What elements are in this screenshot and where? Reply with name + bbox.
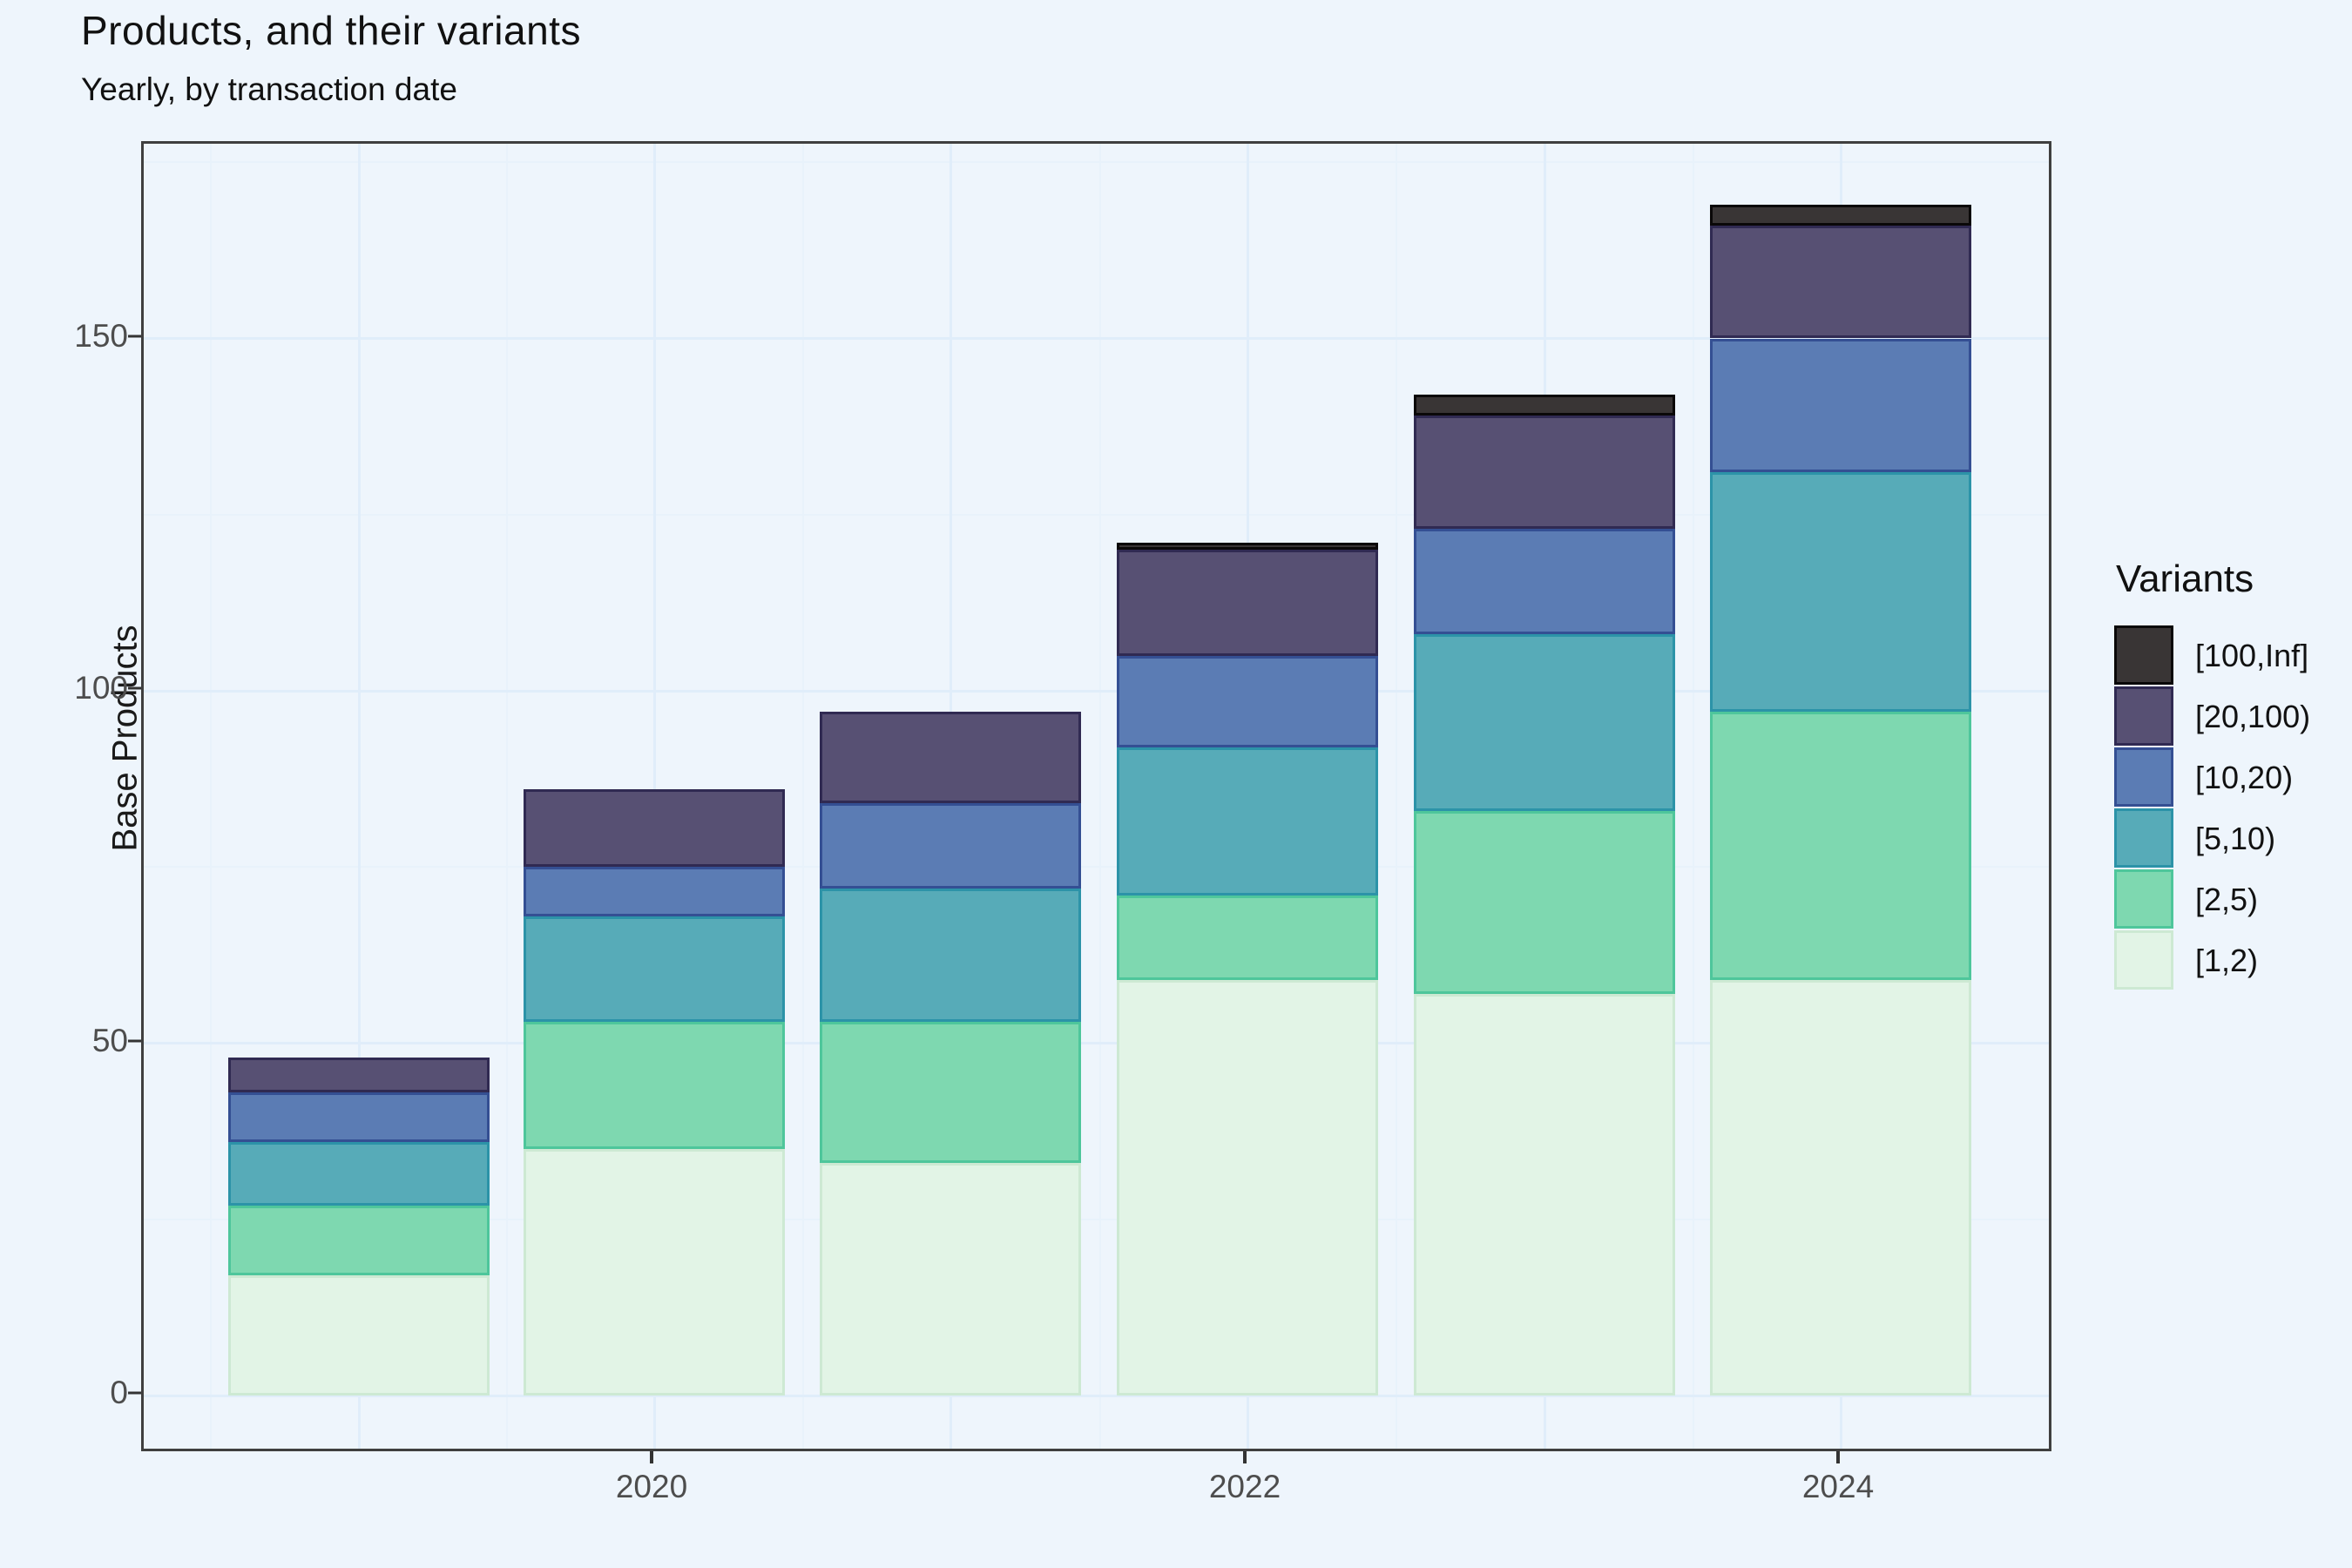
gridline-minor-x xyxy=(1099,144,1101,1449)
bar-segment-2023-[20,100) xyxy=(1414,416,1675,529)
gridline-minor-y25 xyxy=(144,1218,2049,1220)
legend-label: [10,20) xyxy=(2195,760,2294,795)
bar-segment-2022-[10,20) xyxy=(1117,655,1378,747)
bar-segment-2023-[10,20) xyxy=(1414,528,1675,635)
legend-title: Variants xyxy=(2116,558,2254,600)
x-tick-label-2024: 2024 xyxy=(1801,1469,1875,1504)
plot-panel xyxy=(141,141,2051,1451)
gridline-minor-y125 xyxy=(144,513,2049,516)
bar-segment-2022-[100,Inf] xyxy=(1117,543,1378,551)
gridline-minor-y75 xyxy=(144,866,2049,868)
chart-title: Products, and their variants xyxy=(81,8,581,53)
legend-row-[2,5): [2,5) xyxy=(2114,869,2258,930)
x-tick-label-2020: 2020 xyxy=(615,1469,688,1504)
gridline-minor-x xyxy=(210,144,212,1449)
bar-segment-2022-[20,100) xyxy=(1117,550,1378,656)
bar-segment-2024-[5,10) xyxy=(1710,472,1971,713)
bar-segment-2024-[2,5) xyxy=(1710,712,1971,980)
legend-key-[5,10) xyxy=(2114,808,2173,868)
bar-segment-2023-[1,2) xyxy=(1414,993,1675,1396)
legend-row-[20,100): [20,100) xyxy=(2114,686,2310,747)
bar-segment-2019-[2,5) xyxy=(228,1205,490,1276)
y-tick-mark-150 xyxy=(128,335,141,337)
bar-segment-2021-[2,5) xyxy=(820,1022,1081,1164)
bar-segment-2020-[10,20) xyxy=(524,867,785,916)
bar-segment-2020-[2,5) xyxy=(524,1022,785,1149)
gridline-major-y0 xyxy=(144,1394,2049,1397)
legend-label: [5,10) xyxy=(2195,821,2276,856)
legend-label: [2,5) xyxy=(2195,882,2259,917)
gridline-minor-x xyxy=(1396,144,1397,1449)
legend-row-[5,10): [5,10) xyxy=(2114,808,2275,869)
bar-segment-2020-[20,100) xyxy=(524,789,785,868)
legend-key-[2,5) xyxy=(2114,869,2173,929)
y-axis-title: Base Products xyxy=(105,625,145,852)
gridline-major-y100 xyxy=(144,689,2049,693)
bar-segment-2023-[2,5) xyxy=(1414,810,1675,994)
legend-row-[1,2): [1,2) xyxy=(2114,930,2258,991)
bar-segment-2021-[5,10) xyxy=(820,888,1081,1023)
y-tick-label-50: 50 xyxy=(91,1022,128,1058)
x-tick-mark-2022 xyxy=(1243,1451,1247,1463)
x-tick-label-2022: 2022 xyxy=(1208,1469,1281,1504)
bar-segment-2022-[5,10) xyxy=(1117,747,1378,896)
bar-segment-2021-[10,20) xyxy=(820,803,1081,889)
chart-subtitle: Yearly, by transaction date xyxy=(81,71,457,107)
bar-segment-2019-[20,100) xyxy=(228,1057,490,1093)
y-tick-mark-50 xyxy=(128,1039,141,1042)
bar-segment-2019-[1,2) xyxy=(228,1275,490,1396)
bar-segment-2021-[1,2) xyxy=(820,1163,1081,1396)
x-tick-mark-2020 xyxy=(650,1451,653,1463)
bar-segment-2021-[20,100) xyxy=(820,712,1081,804)
bar-segment-2019-[10,20) xyxy=(228,1092,490,1142)
legend: Variants [100,Inf] [20,100) [10,20) [5,10) [… xyxy=(2114,558,2310,991)
bar-segment-2022-[2,5) xyxy=(1117,895,1378,980)
gridline-major-x xyxy=(357,144,361,1449)
bar-segment-2023-[5,10) xyxy=(1414,634,1675,811)
bar-segment-2024-[10,20) xyxy=(1710,338,1971,473)
legend-row-[100,Inf]: [100,Inf] xyxy=(2114,625,2308,686)
gridline-minor-x xyxy=(506,144,508,1449)
gridline-major-y150 xyxy=(144,337,2049,340)
y-tick-mark-0 xyxy=(128,1391,141,1395)
legend-label: [100,Inf] xyxy=(2195,638,2309,673)
x-tick-mark-2024 xyxy=(1836,1451,1840,1463)
gridline-minor-x xyxy=(802,144,804,1449)
bar-segment-2024-[100,Inf] xyxy=(1710,204,1971,226)
legend-label: [20,100) xyxy=(2195,699,2311,734)
bar-segment-2023-[100,Inf] xyxy=(1414,395,1675,416)
bar-segment-2024-[20,100) xyxy=(1710,226,1971,339)
bar-segment-2022-[1,2) xyxy=(1117,979,1378,1396)
bar-segment-2024-[1,2) xyxy=(1710,979,1971,1396)
gridline-minor-y175 xyxy=(144,161,2049,164)
y-tick-label-150: 150 xyxy=(74,317,128,354)
y-tick-label-100: 100 xyxy=(74,670,128,706)
bar-segment-2019-[5,10) xyxy=(228,1141,490,1206)
gridline-major-y50 xyxy=(144,1042,2049,1044)
bar-segment-2020-[1,2) xyxy=(524,1148,785,1396)
gridline-minor-x xyxy=(1693,144,1694,1449)
legend-key-[1,2) xyxy=(2114,930,2173,990)
y-tick-label-0: 0 xyxy=(110,1375,128,1410)
legend-row-[10,20): [10,20) xyxy=(2114,747,2293,808)
legend-key-[100,Inf] xyxy=(2114,625,2173,685)
y-tick-mark-100 xyxy=(128,686,141,690)
legend-key-[20,100) xyxy=(2114,686,2173,746)
bar-segment-2020-[5,10) xyxy=(524,916,785,1023)
legend-key-[10,20) xyxy=(2114,747,2173,807)
legend-label: [1,2) xyxy=(2195,943,2259,978)
